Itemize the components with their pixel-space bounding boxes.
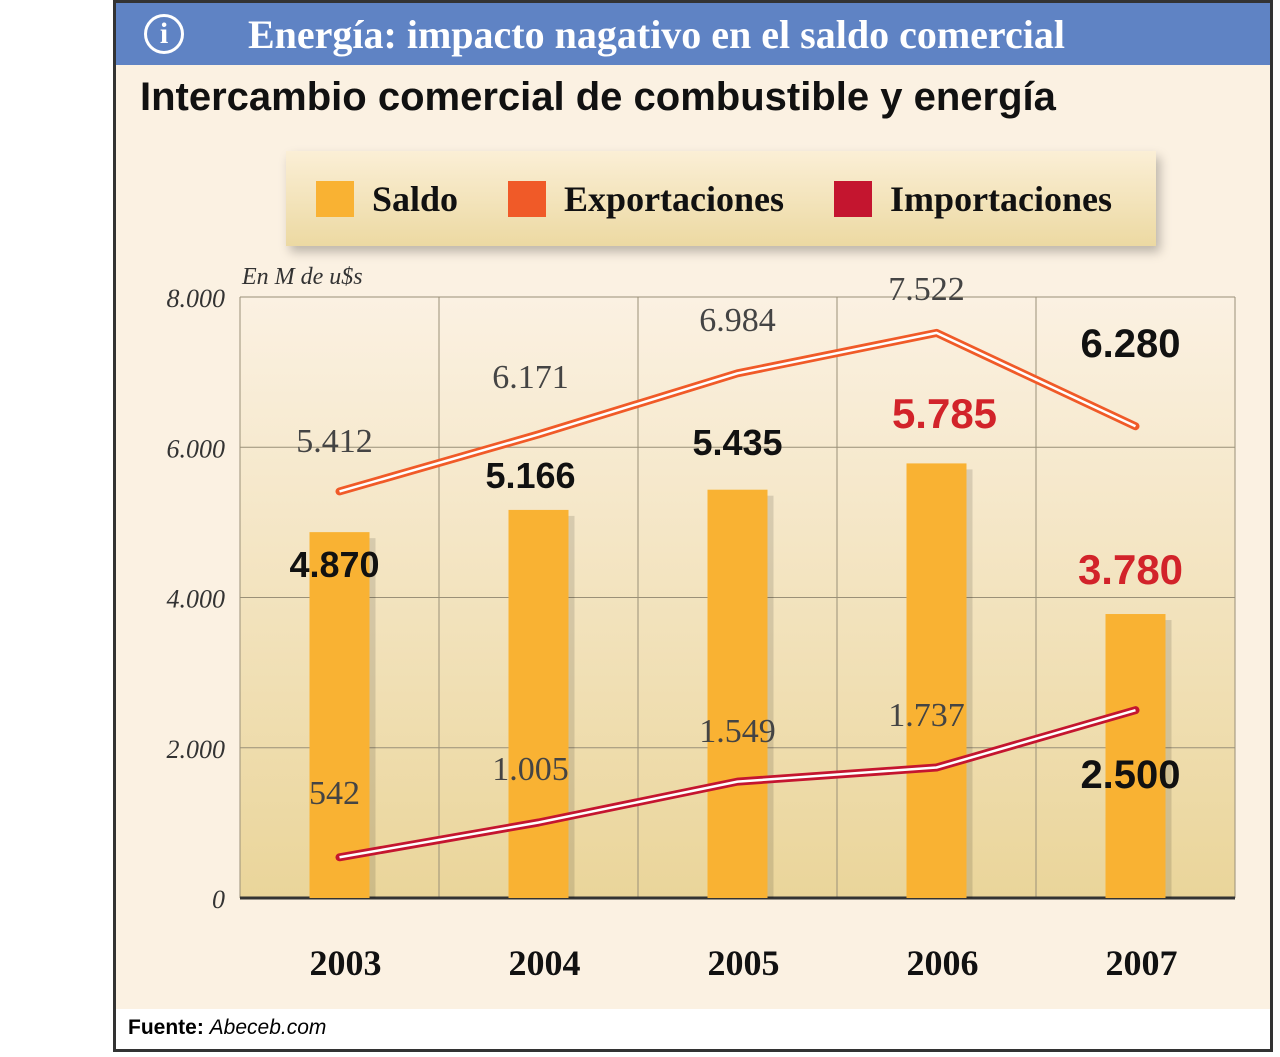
data-label-importaciones: 2.500: [1080, 753, 1180, 797]
data-label-saldo: 5.166: [485, 455, 575, 496]
x-tick-label: 2004: [509, 943, 581, 983]
data-label-exportaciones: 6.984: [699, 302, 776, 339]
data-label-importaciones: 1.005: [492, 751, 569, 788]
bar-saldo: [508, 509, 569, 898]
data-label-importaciones: 542: [309, 775, 360, 812]
data-label-importaciones: 1.549: [699, 713, 776, 750]
data-label-saldo: 5.785: [892, 390, 997, 437]
data-label-exportaciones: 7.522: [888, 271, 965, 308]
legend-item-importaciones: Importaciones: [834, 178, 1112, 220]
bar-saldo: [1105, 614, 1166, 898]
y-tick-label: 8.000: [167, 284, 226, 313]
bar-saldo: [707, 489, 768, 898]
banner: i Energía: impacto nagativo en el saldo …: [116, 3, 1270, 65]
x-tick-label: 2006: [907, 943, 979, 983]
legend-label: Importaciones: [890, 178, 1113, 219]
info-icon: i: [144, 14, 184, 54]
banner-title: Energía: impacto nagativo en el saldo co…: [248, 11, 1065, 57]
x-tick-label: 2007: [1106, 943, 1178, 983]
legend-item-exportaciones: Exportaciones: [508, 178, 784, 220]
x-tick-label: 2003: [310, 943, 382, 983]
source-value: Abeceb.com: [209, 1016, 327, 1039]
data-label-saldo: 3.780: [1078, 546, 1183, 593]
bar-saldo: [906, 463, 967, 898]
source-label: Fuente:: [128, 1016, 204, 1039]
y-tick-label: 6.000: [167, 434, 226, 463]
y-tick-label: 2.000: [167, 735, 226, 764]
line-highlight: [339, 331, 1137, 493]
legend-swatch-exportaciones: [508, 180, 547, 217]
legend: Saldo Exportaciones Importaciones: [286, 151, 1156, 246]
footer: Fuente: Abeceb.com: [116, 1009, 1270, 1049]
legend-swatch-saldo: [316, 180, 354, 217]
legend-label: Exportaciones: [564, 178, 785, 219]
chart-title: Intercambio comercial de combustible y e…: [140, 75, 1056, 119]
y-tick-label: 0: [212, 885, 225, 914]
bar-saldo: [309, 532, 370, 898]
data-label-saldo: 4.870: [289, 544, 379, 585]
y-tick-label: 4.000: [167, 585, 226, 614]
legend-label: Saldo: [372, 178, 459, 219]
legend-item-saldo: Saldo: [316, 178, 458, 220]
data-label-saldo: 5.435: [692, 422, 782, 463]
y-axis-label: En M de u$s: [241, 264, 363, 290]
line-highlight: [339, 708, 1136, 859]
x-tick-label: 2005: [708, 943, 780, 983]
legend-swatch-importaciones: [834, 180, 873, 217]
data-label-exportaciones: 6.171: [492, 359, 569, 396]
data-label-exportaciones: 5.412: [296, 423, 373, 460]
data-label-importaciones: 1.737: [888, 697, 965, 734]
data-label-exportaciones: 6.280: [1080, 322, 1180, 366]
